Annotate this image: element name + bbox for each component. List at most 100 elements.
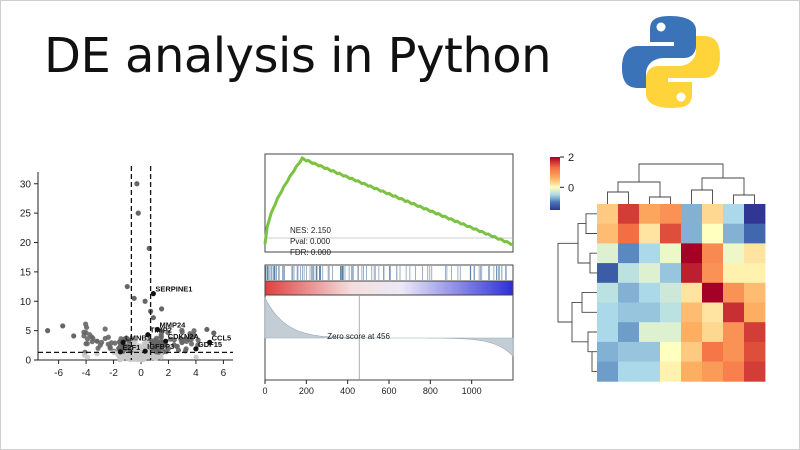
gene-point	[134, 352, 140, 358]
heatmap-cell	[744, 243, 766, 264]
gene-point	[107, 345, 113, 351]
row-dendrogram	[571, 301, 588, 343]
gene-point	[165, 346, 171, 352]
heatmap-cell	[597, 282, 619, 303]
column-dendrogram	[649, 196, 671, 204]
gene-point	[124, 336, 131, 342]
gene-label: GDF15	[198, 340, 222, 349]
heatmap-cell	[618, 263, 640, 284]
heatmap-cell	[723, 302, 745, 323]
gene-label: SERPINE1	[155, 285, 192, 294]
colorbar	[550, 157, 560, 210]
gene-point	[94, 338, 100, 344]
heatmap-cell	[618, 341, 640, 362]
heatmap-cell	[597, 223, 619, 244]
gene-label: TIMP2	[150, 326, 172, 335]
gene-point	[153, 349, 159, 355]
row-dendrogram	[585, 213, 597, 234]
gene-point	[191, 328, 197, 334]
gsea-stat: FDR: 0.000	[290, 248, 331, 257]
y-tick-label: 15	[20, 267, 32, 278]
heatmap-cell	[702, 204, 724, 225]
heatmap-cell	[723, 263, 745, 284]
heatmap-cell	[681, 341, 703, 362]
heatmap-cell	[597, 302, 619, 323]
gene-point	[204, 326, 210, 333]
heatmap-cell	[597, 204, 619, 225]
labeled-gene-point	[120, 339, 126, 345]
gene-point	[182, 336, 189, 342]
gene-point	[195, 342, 201, 348]
labeled-gene-point	[163, 338, 169, 344]
heatmap-cell	[639, 263, 661, 284]
gene-point	[134, 181, 140, 187]
heatmap-cell	[744, 204, 766, 225]
heatmap-cell	[702, 341, 724, 362]
heatmap-cell	[639, 302, 661, 323]
heatmap-cell	[723, 243, 745, 264]
gene-point	[140, 355, 146, 362]
heatmap-cell	[681, 361, 703, 382]
heatmap-cell	[744, 223, 766, 244]
gene-label: LMNB1	[125, 333, 151, 342]
gene-point	[81, 352, 87, 358]
gene-point	[187, 332, 194, 338]
heatmap-cell	[639, 243, 661, 264]
heatmap-cell	[702, 223, 724, 244]
gene-point	[158, 306, 165, 312]
row-dendrogram	[581, 292, 597, 313]
heatmap-cell	[618, 282, 640, 303]
x-tick-label: 6	[221, 368, 227, 379]
y-tick-label: 5	[25, 326, 31, 337]
y-tick-label: 10	[20, 297, 32, 308]
gene-point	[124, 283, 130, 290]
gene-point	[84, 336, 91, 342]
gene-point	[167, 336, 174, 342]
heatmap-cell	[723, 322, 745, 343]
labeled-gene-point	[193, 346, 199, 352]
x-tick-label: -6	[54, 368, 63, 379]
x-tick-label: 200	[299, 386, 314, 396]
heatmap-cell	[702, 361, 724, 382]
gene-point	[89, 334, 95, 340]
gene-point	[102, 326, 108, 332]
gene-point	[83, 324, 90, 331]
gene-point	[71, 333, 77, 339]
x-tick-label: -2	[109, 368, 118, 379]
heatmap-cell	[618, 361, 640, 382]
heatmap-cell	[681, 302, 703, 323]
heatmap-cell	[744, 302, 766, 323]
heatmap-cell	[639, 223, 661, 244]
gene-point	[191, 332, 197, 338]
heatmap-cell	[639, 282, 661, 303]
gene-point	[131, 295, 137, 301]
column-dendrogram	[607, 191, 629, 204]
gene-point	[151, 337, 158, 343]
gene-point	[150, 315, 156, 321]
colorbar-tick-label: 0	[568, 182, 574, 194]
row-dendrogram	[589, 252, 597, 274]
volcano-plot: -6 -4 -2 0 2 4 6 0 5 10 15 20 25 30 SERPINE1 MMP24TIMP2…	[20, 166, 233, 379]
column-dendrogram	[691, 189, 713, 204]
column-dendrogram	[617, 181, 661, 197]
heatmap-cell	[660, 322, 682, 343]
heatmap-cell	[723, 282, 745, 303]
x-tick-label: 2	[166, 368, 172, 379]
x-tick-label: 600	[381, 386, 396, 396]
heatmap-cell	[744, 282, 766, 303]
ranked-metric-area	[264, 296, 514, 357]
heatmap-cell	[744, 341, 766, 362]
heatmap-cell	[744, 322, 766, 343]
gene-point	[45, 328, 51, 334]
running-enrichment-score-line	[263, 155, 514, 246]
gene-point	[211, 330, 217, 336]
heatmap-cell	[681, 282, 703, 303]
gene-point	[157, 340, 164, 346]
zero-score-annotation: Zero score at 456	[327, 332, 390, 341]
column-dendrogram	[638, 163, 724, 182]
heatmap-cell	[660, 361, 682, 382]
gene-point	[84, 341, 90, 347]
gene-point	[174, 343, 180, 349]
labeled-gene-point	[150, 291, 156, 297]
heatmap-cell	[702, 263, 724, 284]
